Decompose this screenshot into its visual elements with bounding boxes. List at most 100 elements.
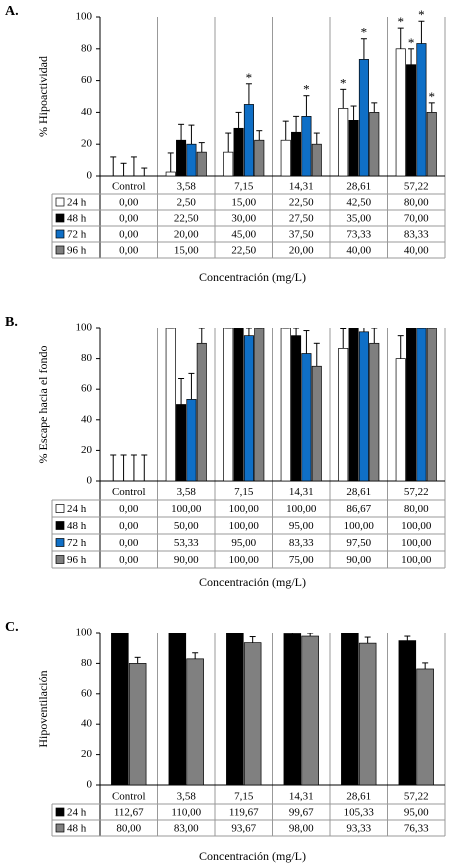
- bar: [280, 139, 291, 176]
- bar: [283, 633, 302, 785]
- error-bar: [110, 156, 117, 176]
- table-value: 0,00: [119, 520, 139, 532]
- error-bar: [178, 123, 185, 141]
- error-bar: [174, 610, 180, 618]
- error-bar: [397, 335, 404, 359]
- bar: [358, 642, 377, 785]
- bar: [416, 43, 427, 176]
- table-value: 40,00: [346, 245, 371, 257]
- table-value: 112,67: [114, 807, 144, 819]
- annotation: *: [340, 75, 347, 90]
- table-value: 22,50: [231, 245, 256, 257]
- bar: [223, 328, 234, 481]
- error-bar: [282, 120, 289, 141]
- legend-swatch: [55, 555, 65, 564]
- table-value: 45,00: [231, 229, 256, 241]
- error-bar: [141, 167, 148, 176]
- table-value: 83,33: [289, 537, 314, 549]
- table-value: 86,67: [346, 503, 371, 515]
- error-bar: [141, 454, 148, 481]
- bar: [395, 48, 406, 176]
- bar: [243, 104, 254, 176]
- error-bar: [198, 142, 205, 153]
- error-bar: [418, 20, 425, 44]
- bars: [110, 20, 437, 176]
- table-value: 73,33: [346, 229, 371, 241]
- table-value: 0,00: [119, 554, 139, 566]
- table-value: 105,33: [344, 807, 375, 819]
- table-value: 42,50: [346, 197, 371, 209]
- table-value: 0,00: [119, 503, 139, 515]
- x-axis-title: Concentración (mg/L): [199, 575, 306, 589]
- table-value: 99,67: [289, 807, 314, 819]
- table-value: 76,33: [404, 823, 429, 835]
- annotation: *: [429, 89, 436, 104]
- bar: [111, 633, 129, 785]
- error-bar: [249, 636, 256, 643]
- annotation: *: [418, 7, 425, 22]
- legend-label: 48 h: [67, 213, 87, 225]
- table-value: 22,50: [289, 197, 314, 209]
- error-bar: [188, 372, 195, 400]
- x-tick-label: 14,31: [289, 181, 314, 193]
- legend-swatch: [55, 823, 65, 833]
- legend-label: 48 h: [67, 823, 87, 835]
- x-axis-title: Concentración (mg/L): [199, 849, 306, 863]
- bar: [338, 348, 349, 481]
- legend-swatch: [55, 229, 65, 239]
- x-tick-label: Control: [112, 791, 146, 803]
- bar: [280, 328, 291, 481]
- table-value: 40,00: [404, 245, 429, 257]
- x-tick-label: 28,61: [346, 486, 371, 498]
- error-bar: [245, 328, 252, 336]
- bar: [406, 64, 417, 176]
- table-value: 90,00: [346, 554, 371, 566]
- x-tick-label: 3,58: [177, 791, 197, 803]
- y-axis-title: % Hipoactividad: [36, 56, 50, 137]
- y-tick-label: 60: [81, 74, 93, 86]
- bar: [395, 358, 406, 481]
- error-bar: [120, 454, 127, 481]
- y-tick-label: 80: [81, 42, 93, 54]
- bar: [226, 633, 244, 785]
- panel-label: C.: [5, 620, 19, 635]
- bar: [196, 151, 207, 176]
- legend-swatch: [55, 213, 65, 223]
- error-bar: [293, 115, 300, 133]
- table-value: 90,00: [174, 554, 199, 566]
- error-bar: [340, 328, 347, 349]
- y-tick-label: 100: [76, 322, 93, 334]
- legend-swatch: [55, 521, 65, 530]
- legend-swatch: [55, 504, 65, 513]
- table-value: 70,00: [404, 213, 429, 225]
- bar: [196, 342, 207, 481]
- error-bar: [235, 111, 242, 129]
- y-tick-label: 40: [81, 718, 93, 730]
- bar: [398, 640, 417, 785]
- annotation: *: [246, 70, 253, 85]
- legend-swatch: [55, 538, 65, 547]
- error-bar: [225, 132, 232, 153]
- panel-label: B.: [5, 315, 18, 330]
- table-value: 83,33: [404, 229, 429, 241]
- bar: [369, 112, 380, 176]
- error-bar: [340, 88, 347, 109]
- error-bar: [363, 328, 365, 332]
- error-bar: [130, 454, 137, 481]
- table-value: 2,50: [177, 197, 197, 209]
- bar: [291, 131, 302, 176]
- bar: [426, 328, 437, 481]
- bar: [301, 353, 312, 481]
- error-bar: [350, 105, 357, 121]
- error-bar: [303, 330, 310, 354]
- bar: [291, 335, 302, 481]
- bar: [165, 171, 176, 176]
- error-bar: [364, 636, 371, 644]
- x-tick-label: Control: [112, 486, 146, 498]
- error-bar: [232, 596, 238, 604]
- y-tick-label: 20: [81, 138, 93, 150]
- table-value: 95,00: [231, 537, 256, 549]
- table-value: 100,00: [229, 554, 260, 566]
- bar: [416, 328, 427, 481]
- y-tick-label: 0: [87, 170, 93, 182]
